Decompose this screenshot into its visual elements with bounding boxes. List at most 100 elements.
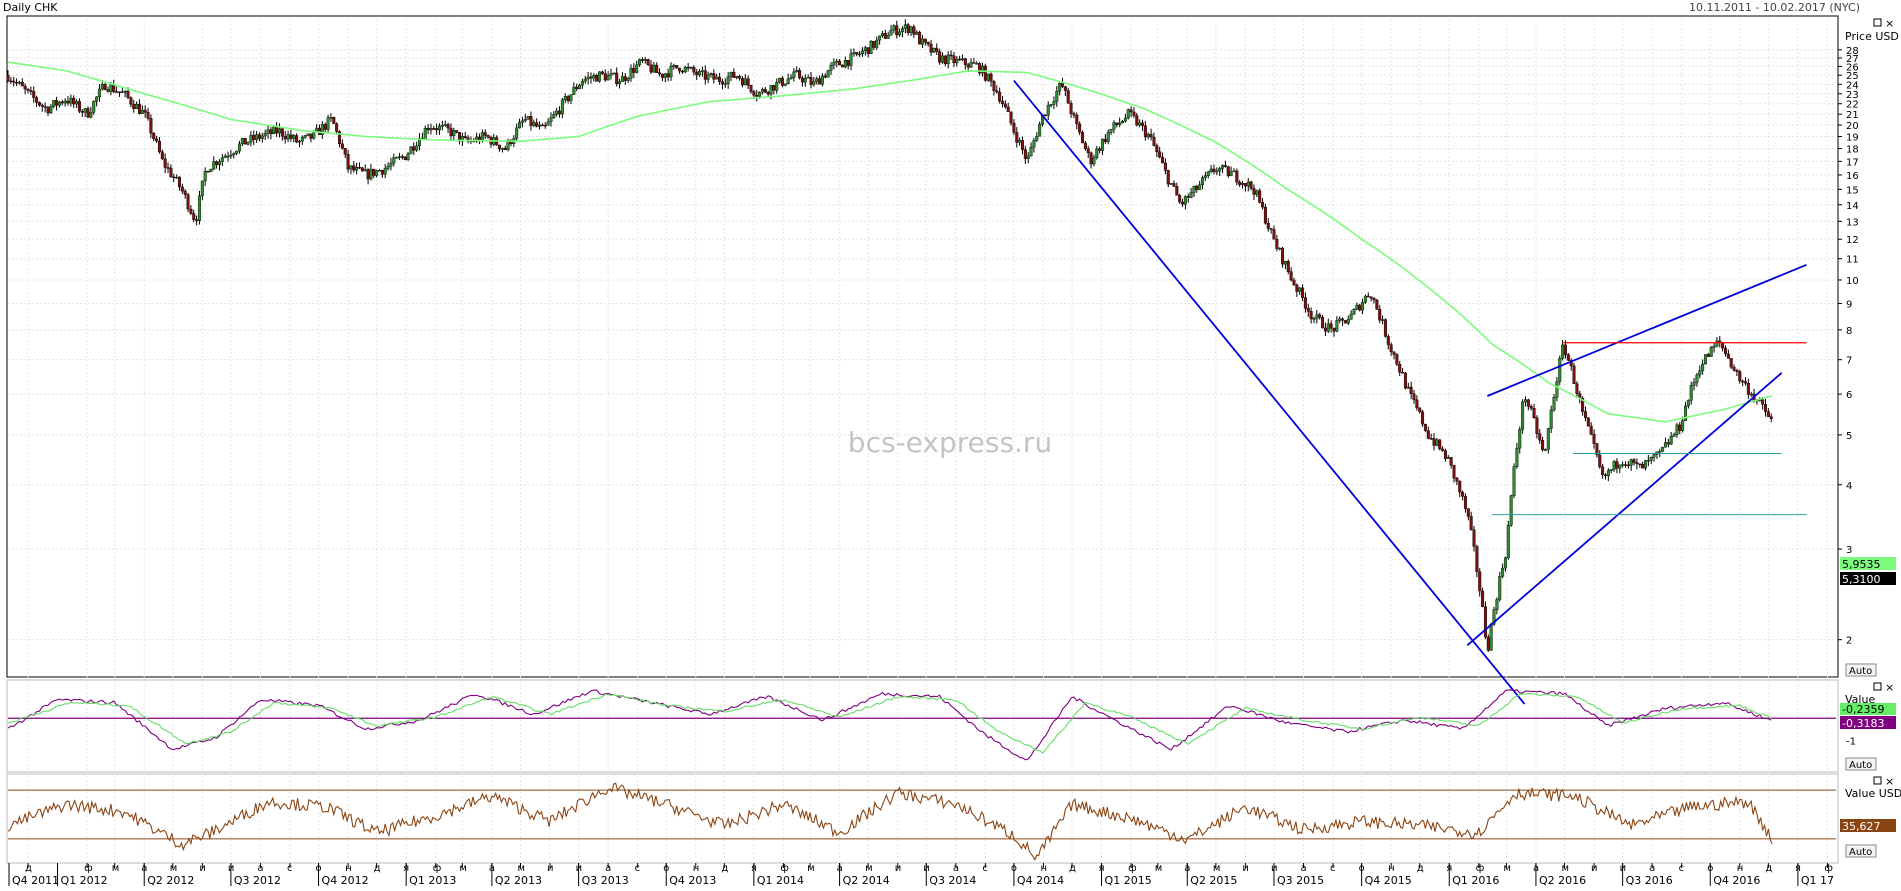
maximize-icon[interactable] (1873, 18, 1882, 27)
candle-body (869, 40, 873, 54)
maximize-icon[interactable] (1873, 776, 1882, 785)
candle-body (532, 122, 536, 126)
candle-body (1158, 151, 1162, 158)
oscillator-tick-label: -1 (1846, 737, 1856, 748)
candle-body (155, 138, 159, 142)
rsi-panel-frame (6, 773, 1839, 864)
month-tick-label: с (1679, 863, 1685, 874)
candle-body (275, 126, 279, 134)
candle-body (23, 85, 27, 90)
candle-body (880, 33, 884, 37)
month-tick-label: и (1591, 863, 1598, 874)
candle-body (326, 117, 330, 130)
candle-body (969, 62, 973, 68)
candle-body (172, 176, 176, 179)
candle-body (1378, 309, 1382, 321)
candle-body (57, 101, 61, 106)
close-icon[interactable]: × (1885, 775, 1894, 788)
candle-body (1298, 287, 1302, 292)
candle-body (740, 78, 744, 86)
candle-body (315, 127, 319, 132)
month-tick-label: д (1069, 863, 1076, 874)
candle-body (609, 73, 613, 76)
candle-body (709, 73, 713, 76)
candle-body (1512, 466, 1516, 496)
candle-body (1286, 261, 1290, 272)
candle-body (972, 62, 976, 64)
month-tick-label: и (895, 863, 902, 874)
candle-body (1321, 317, 1325, 329)
candle-body (395, 157, 399, 159)
channel-upper-line (1487, 264, 1807, 397)
rsi-auto-scale-button[interactable]: Auto (1845, 844, 1877, 858)
candle-body (1575, 383, 1579, 394)
candle-body (363, 169, 367, 172)
candle-body (638, 59, 642, 66)
oscillator-auto-scale-button[interactable]: Auto (1845, 757, 1877, 771)
candle-body (678, 67, 682, 72)
candle-body (1683, 405, 1687, 421)
price-tick-label: 21 (1846, 110, 1859, 121)
candle-body (606, 75, 610, 81)
candle-body (192, 213, 196, 220)
candle-body (1283, 261, 1287, 265)
ma-value-label: 5,9535 (1842, 558, 1881, 571)
quarter-tick-label: Q4 2013 (669, 874, 716, 886)
candle-body (743, 78, 747, 86)
candle-body (1103, 138, 1107, 142)
candle-body (1724, 347, 1728, 355)
candle-body (1149, 133, 1153, 138)
candle-body (232, 153, 236, 156)
candle-body (360, 167, 364, 172)
quarter-tick-label: Q1 2012 (61, 874, 108, 886)
candle-body (1098, 148, 1102, 151)
candle-body (272, 126, 276, 135)
candle-body (1469, 516, 1473, 530)
candle-body (1418, 407, 1422, 412)
candle-body (323, 124, 327, 130)
close-icon[interactable]: × (1885, 17, 1894, 30)
price-tick-label: 27 (1846, 54, 1859, 65)
price-auto-scale-button[interactable]: Auto (1845, 663, 1877, 677)
candle-body (695, 71, 699, 76)
candle-body (103, 84, 107, 91)
candle-body (1618, 464, 1622, 469)
candle-body (263, 132, 267, 137)
moving-average-line (7, 61, 1773, 423)
candle-body (206, 171, 210, 173)
grid (8, 20, 1836, 861)
month-tick-label: с (287, 863, 293, 874)
candle-body (758, 91, 762, 97)
candle-body (1443, 450, 1447, 459)
rsi-last-badge: 35,627 (1840, 819, 1896, 833)
candle-body (1475, 546, 1479, 572)
candle-body (1212, 168, 1216, 172)
close-icon[interactable]: × (1885, 681, 1894, 694)
rsi-panel-controls: × (1873, 775, 1894, 788)
candle-body (46, 107, 50, 114)
candle-body (1138, 122, 1142, 126)
candle-body (1241, 182, 1245, 185)
candle-body (1032, 140, 1036, 148)
candle-body (406, 153, 410, 160)
maximize-icon[interactable] (1873, 682, 1882, 691)
candle-body (303, 135, 307, 138)
candle-body (526, 116, 530, 120)
candle-body (403, 156, 407, 160)
candle-body (372, 168, 376, 176)
candle-body (1735, 370, 1739, 372)
price-tick-label: 3 (1846, 545, 1852, 556)
price-tick-label: 26 (1846, 62, 1859, 73)
candle-body (1055, 91, 1059, 102)
candle-body (1089, 152, 1093, 165)
candle-body (1741, 380, 1745, 383)
candle-body (197, 195, 201, 221)
month-tick-label: д (1765, 863, 1772, 874)
candle-body (889, 29, 893, 36)
candle-body (915, 31, 919, 35)
quarter-tick-label: Q1 17 (1801, 874, 1834, 886)
candle-body (1486, 636, 1490, 651)
candle-body (1386, 336, 1390, 345)
month-tick-label: м (1213, 863, 1221, 874)
price-tick-label: 24 (1846, 80, 1859, 91)
